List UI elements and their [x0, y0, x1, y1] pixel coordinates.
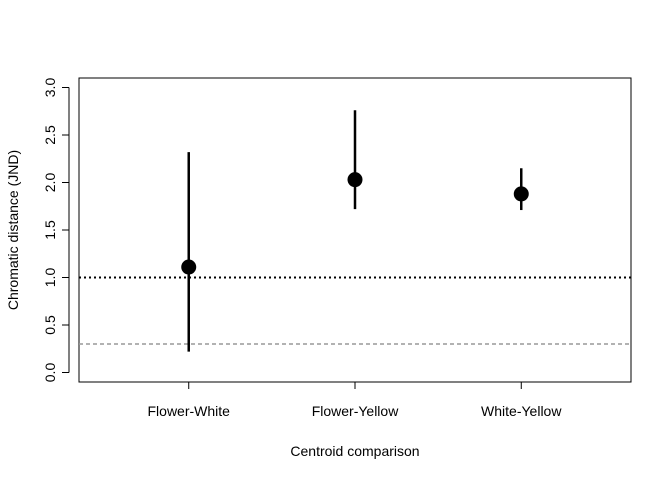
x-axis-title: Centroid comparison	[290, 443, 419, 459]
y-axis: 0.0 0.5 1.0 1.5 2.0 2.5 3.0	[42, 78, 70, 383]
data-marks	[181, 110, 529, 352]
y-tick-label-4: 2.0	[42, 173, 58, 193]
y-tick-label-6: 3.0	[42, 78, 58, 98]
point-1	[347, 172, 363, 188]
x-tick-label-1: Flower-Yellow	[312, 403, 400, 419]
point-2	[513, 186, 529, 202]
x-tick-label-2: White-Yellow	[481, 403, 562, 419]
x-axis: Flower-White Flower-Yellow White-Yellow	[148, 382, 562, 419]
reference-lines	[79, 276, 631, 345]
y-tick-label-5: 2.5	[42, 125, 58, 145]
y-tick-label-3: 1.5	[42, 220, 58, 240]
y-tick-label-0: 0.0	[42, 363, 58, 383]
x-tick-label-0: Flower-White	[148, 403, 231, 419]
y-tick-label-1: 0.5	[42, 315, 58, 335]
point-0	[181, 259, 197, 275]
y-axis-title: Chromatic distance (JND)	[5, 150, 21, 310]
y-tick-label-2: 1.0	[42, 268, 58, 288]
